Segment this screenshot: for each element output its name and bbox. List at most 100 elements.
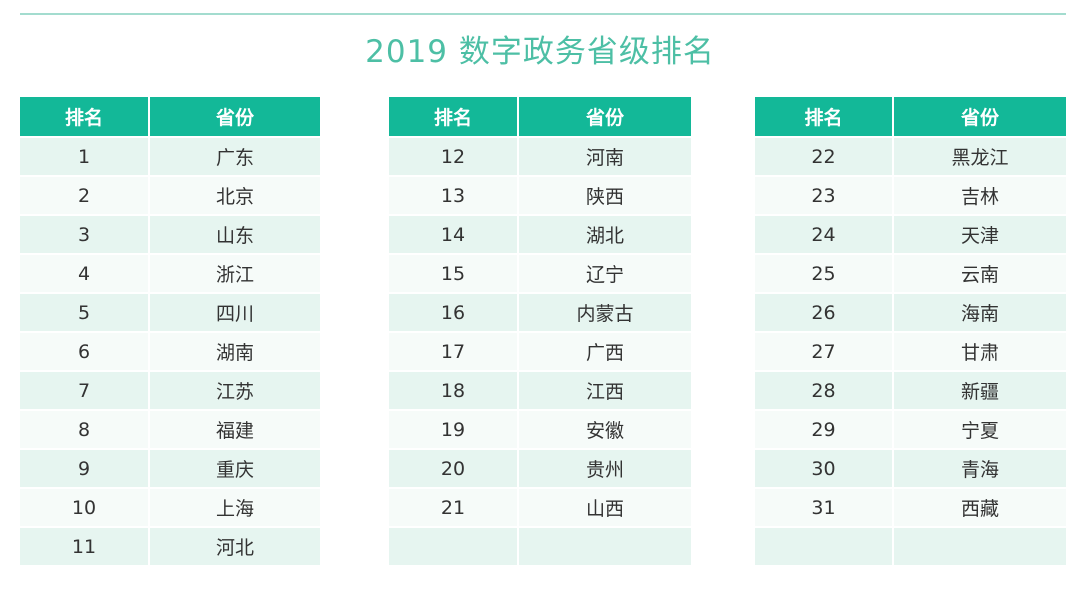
- table-row: 13 陕西: [389, 175, 691, 214]
- rank-cell: 31: [755, 487, 894, 526]
- province-column-header: 省份: [519, 97, 691, 136]
- table-row: 8 福建: [20, 409, 320, 448]
- table-row: 28 新疆: [755, 370, 1066, 409]
- province-cell: 陕西: [519, 175, 691, 214]
- province-cell: 黑龙江: [894, 136, 1066, 175]
- table-row: 21 山西: [389, 487, 691, 526]
- province-cell: 贵州: [519, 448, 691, 487]
- table-row: 27 甘肃: [755, 331, 1066, 370]
- rank-cell: 13: [389, 175, 519, 214]
- rank-cell: 5: [20, 292, 150, 331]
- table-row: 3 山东: [20, 214, 320, 253]
- table-row: 18 江西: [389, 370, 691, 409]
- province-cell: 江西: [519, 370, 691, 409]
- table-row: 15 辽宁: [389, 253, 691, 292]
- ranking-table-2: 排名 省份 12 河南 13 陕西 14 湖北 15 辽宁 16 内蒙古 17 广西 18 江…: [389, 97, 691, 565]
- province-cell: 湖北: [519, 214, 691, 253]
- page-title: 2019 数字政务省级排名: [365, 34, 715, 70]
- rank-cell: 28: [755, 370, 894, 409]
- rank-column-header: 排名: [20, 97, 150, 136]
- province-cell: 西藏: [894, 487, 1066, 526]
- province-cell: 江苏: [150, 370, 320, 409]
- province-cell: 宁夏: [894, 409, 1066, 448]
- province-cell: 福建: [150, 409, 320, 448]
- rank-cell: 14: [389, 214, 519, 253]
- rank-cell: 2: [20, 175, 150, 214]
- rank-cell: 10: [20, 487, 150, 526]
- table-row: 4 浙江: [20, 253, 320, 292]
- rank-cell: 12: [389, 136, 519, 175]
- province-cell: 青海: [894, 448, 1066, 487]
- table-row: 2 北京: [20, 175, 320, 214]
- rank-cell: 21: [389, 487, 519, 526]
- table-row: 9 重庆: [20, 448, 320, 487]
- rank-cell: 18: [389, 370, 519, 409]
- province-cell: 北京: [150, 175, 320, 214]
- table-row: 19 安徽: [389, 409, 691, 448]
- province-column-header: 省份: [150, 97, 320, 136]
- rank-cell: 1: [20, 136, 150, 175]
- province-cell: 四川: [150, 292, 320, 331]
- table-row: [389, 526, 691, 565]
- rank-column-header: 排名: [389, 97, 519, 136]
- table-row: 25 云南: [755, 253, 1066, 292]
- table-row: [755, 526, 1066, 565]
- table-row: 7 江苏: [20, 370, 320, 409]
- rank-cell: [389, 526, 519, 565]
- province-cell: 广西: [519, 331, 691, 370]
- top-divider: [20, 13, 1066, 15]
- province-cell: 广东: [150, 136, 320, 175]
- ranking-table-3: 排名 省份 22 黑龙江 23 吉林 24 天津 25 云南 26 海南 27 甘肃 28 新…: [755, 97, 1066, 565]
- rank-cell: 30: [755, 448, 894, 487]
- table-row: 17 广西: [389, 331, 691, 370]
- rank-cell: 7: [20, 370, 150, 409]
- rank-cell: 4: [20, 253, 150, 292]
- rank-cell: 17: [389, 331, 519, 370]
- table-header-row: 排名 省份: [389, 97, 691, 136]
- province-cell: 河南: [519, 136, 691, 175]
- rank-cell: 26: [755, 292, 894, 331]
- province-cell: 安徽: [519, 409, 691, 448]
- province-cell: 云南: [894, 253, 1066, 292]
- table-row: 10 上海: [20, 487, 320, 526]
- rank-cell: 29: [755, 409, 894, 448]
- province-cell: 上海: [150, 487, 320, 526]
- rank-cell: 11: [20, 526, 150, 565]
- table-row: 30 青海: [755, 448, 1066, 487]
- province-cell: 河北: [150, 526, 320, 565]
- rank-cell: 3: [20, 214, 150, 253]
- table-row: 26 海南: [755, 292, 1066, 331]
- table-header-row: 排名 省份: [20, 97, 320, 136]
- rank-cell: 9: [20, 448, 150, 487]
- province-cell: 湖南: [150, 331, 320, 370]
- rank-cell: 16: [389, 292, 519, 331]
- table-row: 31 西藏: [755, 487, 1066, 526]
- table-row: 23 吉林: [755, 175, 1066, 214]
- rank-cell: 15: [389, 253, 519, 292]
- province-cell: 内蒙古: [519, 292, 691, 331]
- province-cell: 山西: [519, 487, 691, 526]
- province-cell: 辽宁: [519, 253, 691, 292]
- table-row: 29 宁夏: [755, 409, 1066, 448]
- rank-cell: 20: [389, 448, 519, 487]
- rank-cell: 25: [755, 253, 894, 292]
- table-header-row: 排名 省份: [755, 97, 1066, 136]
- province-column-header: 省份: [894, 97, 1066, 136]
- rank-cell: 22: [755, 136, 894, 175]
- rank-cell: 27: [755, 331, 894, 370]
- province-cell: [519, 526, 691, 565]
- province-cell: 山东: [150, 214, 320, 253]
- province-cell: 新疆: [894, 370, 1066, 409]
- rank-cell: 23: [755, 175, 894, 214]
- province-cell: 天津: [894, 214, 1066, 253]
- province-cell: 吉林: [894, 175, 1066, 214]
- table-row: 1 广东: [20, 136, 320, 175]
- table-row: 6 湖南: [20, 331, 320, 370]
- province-cell: 甘肃: [894, 331, 1066, 370]
- rank-cell: 8: [20, 409, 150, 448]
- table-row: 12 河南: [389, 136, 691, 175]
- province-cell: [894, 526, 1066, 565]
- table-row: 14 湖北: [389, 214, 691, 253]
- table-row: 16 内蒙古: [389, 292, 691, 331]
